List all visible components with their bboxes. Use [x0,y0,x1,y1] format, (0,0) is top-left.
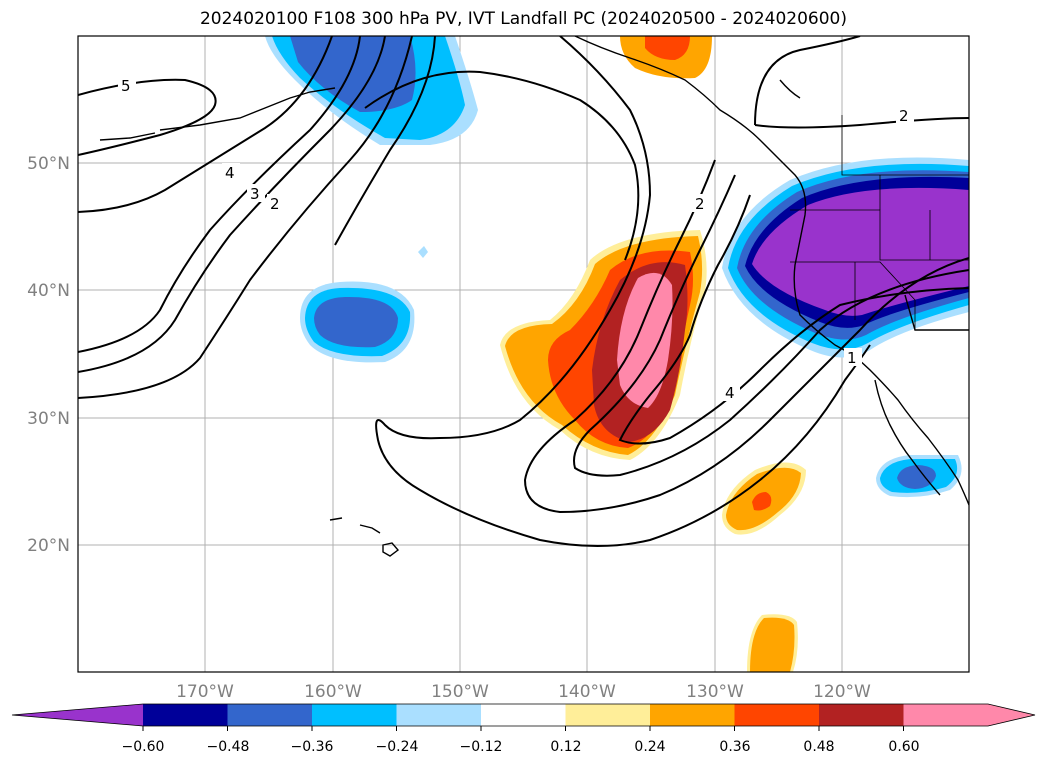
pv-contours [78,36,969,547]
colorbar [11,703,1036,731]
colorbar-extend-max [988,704,1035,726]
colorbar-tick-label: −0.60 [122,739,165,755]
colorbar-bin [819,704,905,726]
lon-label: 120°W [813,682,871,702]
contour-label: 4 [725,384,735,402]
colorbar-tick-label: −0.48 [207,739,250,755]
longitude-labels: 170°W 160°W 150°W 140°W 130°W 120°W [176,682,871,702]
contour-label: 1 [847,349,857,367]
lon-label: 170°W [176,682,234,702]
colorbar-extend-min [12,704,143,726]
colorbar-tick-label: −0.24 [376,739,419,755]
colorbar-tick-label: 0.48 [803,739,834,755]
latitude-labels: 50°N 40°N 30°N 20°N [27,154,70,556]
coastlines [99,36,969,557]
colorbar-tick-label: 0.60 [888,739,919,755]
negative-anomaly-central-pacific [300,246,428,363]
map-area: 5 4 3 2 2 2 4 1 [78,36,969,672]
map-frame [77,35,970,673]
colorbar-tick-labels: −0.60 −0.48 −0.36 −0.24 −0.12 0.12 0.24 … [122,739,920,755]
lat-label: 20°N [27,536,70,556]
colorbar-bin [312,704,398,726]
contour-labels: 5 4 3 2 2 2 4 1 [118,76,914,402]
contour-label: 2 [270,195,280,213]
lon-label: 150°W [431,682,489,702]
political-borders [790,115,969,330]
colorbar-tick-label: 0.12 [550,739,581,755]
lat-label: 50°N [27,154,70,174]
colorbar-bin [734,704,820,726]
colorbar-tick-label: −0.12 [460,739,503,755]
lon-label: 130°W [686,682,744,702]
positive-anomaly-patches [620,36,806,672]
contour-label: 3 [250,185,260,203]
positive-anomaly-main [500,230,707,460]
negative-anomaly-baja [876,455,962,498]
lat-label: 40°N [27,281,70,301]
colorbar-bin [143,704,229,726]
colorbar-bin [396,704,482,726]
lon-label: 140°W [558,682,616,702]
contour-label: 2 [695,195,705,213]
contour-label: 4 [225,164,235,182]
colorbar-bin [481,704,567,726]
colorbar-bin [903,704,989,726]
colorbar-bin [650,704,736,726]
colorbar-bin [565,704,651,726]
colorbar-tick-label: 0.24 [634,739,665,755]
colorbar-tick-label: −0.36 [291,739,334,755]
lat-label: 30°N [27,409,70,429]
lon-label: 160°W [304,682,362,702]
contour-label: 5 [121,77,131,95]
colorbar-bin [227,704,313,726]
plot-title: 2024020100 F108 300 hPa PV, IVT Landfall… [199,9,847,29]
colorbar-tick-label: 0.36 [719,739,750,755]
contour-label: 2 [899,107,909,125]
